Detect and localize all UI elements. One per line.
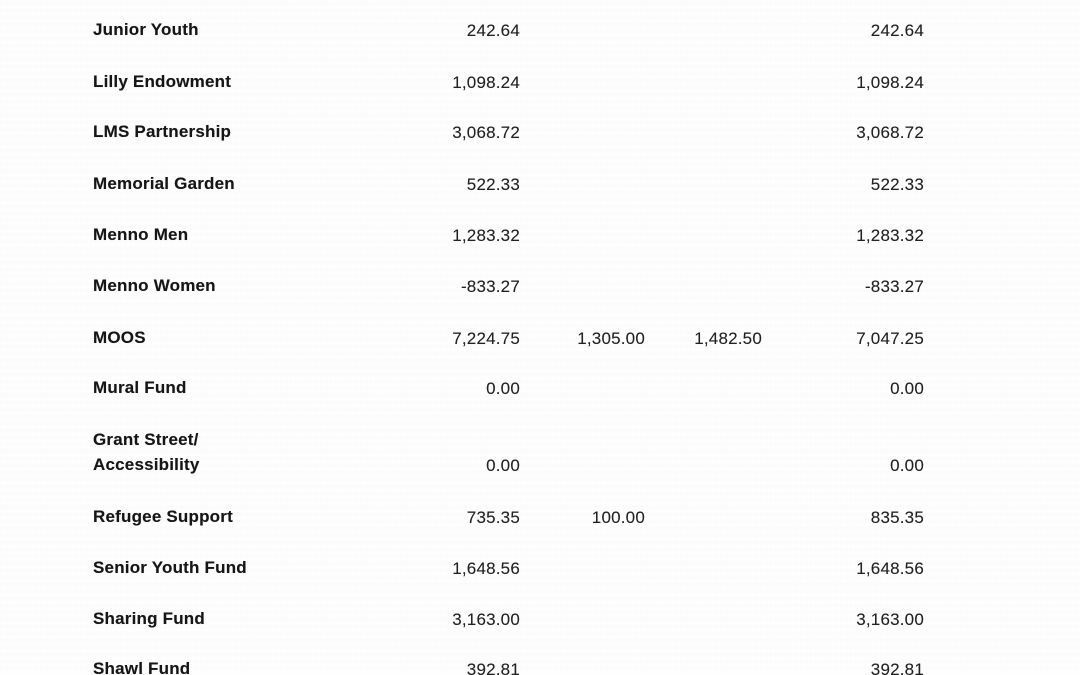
fund-name: Grant Street/Accessibility (93, 427, 393, 477)
amount-subtractions: 1,482.50 (694, 329, 762, 348)
amount-balance-forward: 1,098.24 (452, 73, 520, 92)
amount-additions: 100.00 (591, 508, 645, 527)
amount-balance-forward: 0.00 (486, 456, 520, 475)
fund-name: Junior Youth (93, 17, 393, 42)
fund-name-line: Memorial Garden (93, 174, 235, 193)
amount-ending-balance: 7,047.25 (856, 329, 924, 348)
fund-name-line: Grant Street/ (93, 430, 199, 449)
amount-ending-balance: 3,068.72 (856, 123, 924, 142)
fund-name: Menno Men (93, 222, 393, 247)
amount-balance-forward: 1,283.32 (452, 226, 520, 245)
amount-balance-forward: 3,068.72 (452, 123, 520, 142)
amount-balance-forward: 7,224.75 (452, 329, 520, 348)
fund-name-line: Junior Youth (93, 20, 199, 39)
amount-ending-balance: 522.33 (870, 175, 924, 194)
fund-name-line: MOOS (93, 328, 146, 347)
amount-additions: 1,305.00 (577, 329, 645, 348)
amount-balance-forward: 242.64 (466, 21, 520, 40)
amount-ending-balance: -833.27 (864, 277, 924, 296)
fund-name-line: Mural Fund (93, 378, 187, 397)
fund-name: MOOS (93, 325, 393, 350)
amount-ending-balance: 392.81 (870, 660, 924, 675)
fund-name-line: Shawl Fund (93, 659, 191, 675)
fund-name: Mural Fund (93, 375, 393, 400)
fund-name-line: LMS Partnership (93, 122, 232, 141)
amount-balance-forward: 522.33 (466, 175, 520, 194)
fund-name-line: Senior Youth Fund (93, 558, 247, 577)
fund-name-line: Sharing Fund (93, 609, 205, 628)
amount-balance-forward: 3,163.00 (452, 610, 520, 629)
amount-ending-balance: 0.00 (890, 379, 924, 398)
fund-name-line: Refugee Support (93, 507, 233, 526)
fund-name: Menno Women (93, 273, 393, 298)
amount-ending-balance: 1,283.32 (856, 226, 924, 245)
fund-name-line: Menno Women (93, 276, 216, 295)
fund-name: Memorial Garden (93, 171, 393, 196)
fund-name: LMS Partnership (93, 119, 393, 144)
fund-name: Shawl Fund (93, 656, 393, 675)
amount-balance-forward: 1,648.56 (452, 559, 520, 578)
fund-name-line: Menno Men (93, 225, 189, 244)
amount-balance-forward: 735.35 (466, 508, 520, 527)
amount-ending-balance: 1,098.24 (856, 73, 924, 92)
fund-name: Sharing Fund (93, 606, 393, 631)
amount-balance-forward: -833.27 (460, 277, 520, 296)
fund-name: Refugee Support (93, 504, 393, 529)
amount-ending-balance: 0.00 (890, 456, 924, 475)
amount-balance-forward: 0.00 (486, 379, 520, 398)
fund-name-line: Lilly Endowment (93, 72, 232, 91)
amount-ending-balance: 835.35 (870, 508, 924, 527)
amount-ending-balance: 1,648.56 (856, 559, 924, 578)
fund-name-line: Accessibility (93, 455, 200, 474)
fund-name: Senior Youth Fund (93, 555, 393, 580)
amount-balance-forward: 392.81 (466, 660, 520, 675)
amount-ending-balance: 3,163.00 (856, 610, 924, 629)
amount-ending-balance: 242.64 (870, 21, 924, 40)
fund-name: Lilly Endowment (93, 69, 393, 94)
